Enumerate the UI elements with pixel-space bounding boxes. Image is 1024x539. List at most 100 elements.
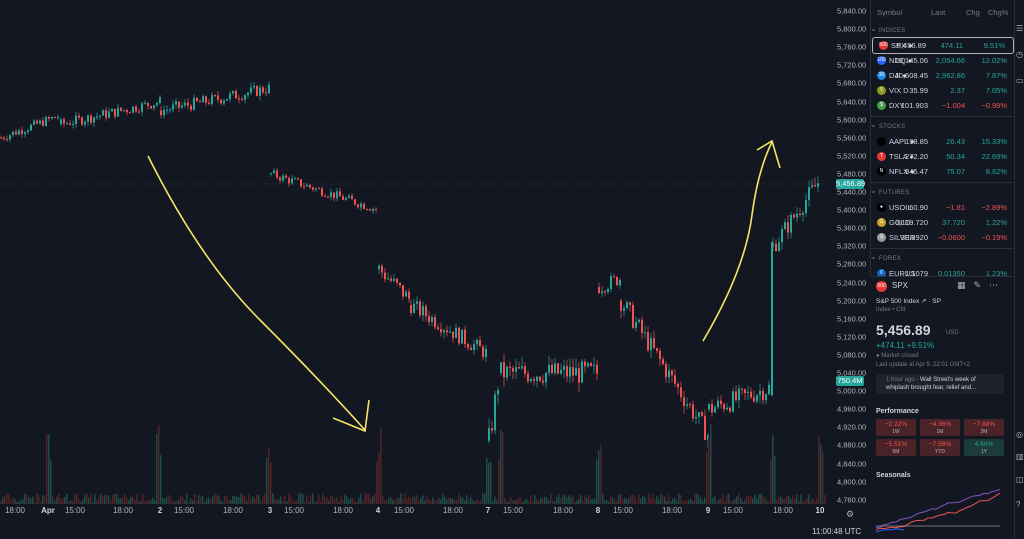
performance-1y[interactable]: 4.60% 1Y bbox=[964, 439, 1004, 456]
volume-bar bbox=[498, 459, 500, 504]
volume-bar bbox=[576, 500, 578, 504]
edit-icon[interactable]: ✎ bbox=[973, 280, 989, 290]
volume-bar bbox=[646, 501, 648, 504]
volume-bar bbox=[506, 501, 508, 504]
volume-bar bbox=[792, 495, 794, 504]
volume-bar bbox=[510, 497, 512, 504]
volume-bar bbox=[714, 496, 716, 504]
news-item[interactable]: 1 hour ago · Wall Street's week of whipl… bbox=[876, 374, 1004, 394]
section-futures[interactable]: FUTURES bbox=[870, 184, 1015, 200]
more-icon[interactable]: ⋯ bbox=[989, 280, 1006, 290]
watchlist-row-silver[interactable]: S SILVER 30.8920 −0.0600 −0.19% bbox=[871, 230, 1015, 245]
section-forex[interactable]: FOREX bbox=[870, 250, 1015, 266]
volume-bar bbox=[352, 498, 354, 504]
market-status: ● Market closed bbox=[876, 353, 919, 359]
time-axis[interactable]: 18:00 Apr 15:00 18:00 2 15:00 18:00 3 15:00 18:00… bbox=[0, 506, 866, 522]
candle-body bbox=[105, 110, 107, 118]
chart-canvas[interactable] bbox=[0, 0, 866, 522]
volume-bar bbox=[726, 494, 728, 504]
volume-bar bbox=[184, 500, 186, 504]
candle-body bbox=[232, 90, 234, 94]
section-stocks[interactable]: STOCKS bbox=[870, 118, 1015, 134]
watchlist-row-tsla[interactable]: T TSLA ● 272.20 50.34 22.69% bbox=[871, 149, 1015, 164]
performance-1m[interactable]: −4.36% 1M bbox=[920, 419, 960, 436]
watchlist-row-ndq[interactable]: 100 NDQ ● 19,145.06 2,054.66 12.02% bbox=[871, 53, 1015, 68]
performance-3m[interactable]: −7.88% 3M bbox=[964, 419, 1004, 436]
volume-bar bbox=[634, 496, 636, 504]
watchlist-row-gold[interactable]: G GOLD 3,119.720 37.720 1.22% bbox=[871, 215, 1015, 230]
watchlist-icon[interactable]: ☰ bbox=[1016, 24, 1024, 33]
candle-body bbox=[814, 185, 816, 187]
candle-body bbox=[75, 115, 77, 124]
symbol-logo-icon: G bbox=[877, 218, 886, 227]
help-icon[interactable]: ? bbox=[1016, 500, 1021, 509]
candle-body bbox=[375, 208, 377, 210]
watchlist-row-eurus[interactable]: € EURUS 1.1079 0.01350 1.23% bbox=[871, 266, 1015, 281]
candle-body bbox=[285, 175, 287, 178]
row-last: 60.90 bbox=[909, 203, 928, 212]
alerts-icon[interactable]: ◷ bbox=[1016, 50, 1023, 59]
row-chg: 37.720 bbox=[942, 218, 965, 227]
candle-body bbox=[638, 319, 640, 323]
price-axis[interactable]: 5,840.00 5,800.00 5,760.00 5,720.00 5,680.00… bbox=[831, 0, 866, 522]
chat-icon[interactable]: ▭ bbox=[1016, 76, 1024, 85]
header-symbol[interactable]: Symbol bbox=[877, 7, 903, 17]
down-arrow-annotation bbox=[147, 155, 366, 431]
volume-bar bbox=[636, 501, 638, 504]
row-symbol: NDQ ● bbox=[889, 56, 913, 65]
candle-body bbox=[704, 415, 706, 441]
candle-body bbox=[9, 135, 11, 140]
header-chg-pct[interactable]: Chg% bbox=[988, 7, 1009, 17]
candle-body bbox=[470, 347, 472, 351]
volume-bar bbox=[488, 462, 490, 504]
volume-bar bbox=[638, 494, 640, 504]
volume-bar bbox=[736, 496, 738, 504]
candle-body bbox=[656, 347, 658, 351]
watchlist-row-nflx[interactable]: N NFLX ● 945.47 75.07 8.62% bbox=[871, 164, 1015, 179]
performance-1w[interactable]: −2.22% 1W bbox=[876, 419, 916, 436]
seasonals-chart[interactable] bbox=[876, 483, 1004, 539]
seasonals-title[interactable]: Seasonals bbox=[876, 472, 911, 479]
watchlist-row-dji[interactable]: 30 DJI ● 40,608.45 2,962.86 7.87% bbox=[871, 68, 1015, 83]
candle-body bbox=[147, 102, 149, 106]
volume-bar bbox=[22, 498, 24, 504]
performance-6m[interactable]: −5.51% 6M bbox=[876, 439, 916, 456]
volume-bar bbox=[492, 500, 494, 504]
time-tick: 8 bbox=[595, 506, 601, 515]
volume-bar bbox=[148, 499, 150, 504]
watchlist-row-vix[interactable]: V VIX D 35.99 2.37 7.05% bbox=[871, 83, 1015, 98]
grid-icon[interactable]: ▦ bbox=[956, 280, 974, 290]
detail-name[interactable]: S&P 500 Index ↗ · SP bbox=[876, 298, 941, 305]
watchlist-row-aapl[interactable]: AAPL ● 198.85 26.43 15.33% bbox=[871, 134, 1015, 149]
ideas-icon[interactable]: ◫ bbox=[1016, 475, 1024, 484]
volume-bar bbox=[426, 496, 428, 504]
detail-symbol[interactable]: SPX bbox=[892, 281, 909, 290]
header-chg[interactable]: Chg bbox=[966, 7, 980, 17]
volume-bar bbox=[248, 494, 250, 504]
section-indices[interactable]: INDICES bbox=[870, 22, 1015, 38]
utc-clock[interactable]: 11:00:48 UTC bbox=[812, 527, 862, 536]
performance-ytd[interactable]: −7.56% YTD bbox=[920, 439, 960, 456]
watchlist-row-dxy[interactable]: $ DXY 101.903 −1.004 −0.98% bbox=[871, 98, 1015, 113]
volume-bar bbox=[142, 493, 144, 504]
time-tick: 18:00 bbox=[4, 506, 26, 515]
candle-body bbox=[729, 407, 731, 412]
watchlist-row-spx[interactable]: 500 SPX ● 5,456.89 474.11 9.51% bbox=[872, 37, 1014, 54]
volume-bar bbox=[290, 496, 292, 504]
header-last[interactable]: Last bbox=[931, 7, 946, 17]
volume-bar bbox=[314, 501, 316, 504]
volume-bar bbox=[282, 500, 284, 504]
candle-body bbox=[39, 120, 41, 124]
volume-badge: 750.4M bbox=[836, 376, 864, 386]
volume-bar bbox=[370, 498, 372, 504]
candle-body bbox=[551, 364, 553, 373]
hotlist-icon[interactable]: ◎ bbox=[1016, 430, 1023, 439]
watchlist-row-usoil[interactable]: ● USOIL 60.90 −1.81 −2.89% bbox=[871, 200, 1015, 215]
candle-body bbox=[604, 291, 606, 293]
candlestick-chart[interactable]: 5,840.00 5,800.00 5,760.00 5,720.00 5,680.00… bbox=[0, 0, 866, 522]
calendar-icon[interactable]: ▥ bbox=[1016, 452, 1024, 461]
candle-body bbox=[440, 329, 442, 333]
detail-actions: ▦✎⋯ bbox=[957, 280, 1006, 291]
chart-settings-gear-icon[interactable]: ⚙ bbox=[846, 509, 855, 519]
volume-bar bbox=[36, 493, 38, 504]
